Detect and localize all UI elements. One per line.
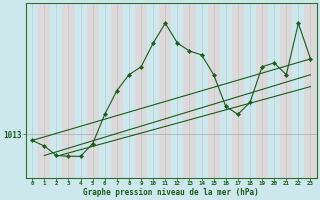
X-axis label: Graphe pression niveau de la mer (hPa): Graphe pression niveau de la mer (hPa)	[84, 188, 259, 197]
Bar	[304, 3, 316, 178]
Bar	[111, 3, 123, 178]
Bar	[280, 3, 292, 178]
Bar	[159, 3, 171, 178]
Bar	[256, 3, 268, 178]
Bar	[183, 3, 196, 178]
Bar	[135, 3, 147, 178]
Bar	[208, 3, 220, 178]
Bar	[232, 3, 244, 178]
Bar	[87, 3, 99, 178]
Bar	[38, 3, 50, 178]
Bar	[62, 3, 75, 178]
